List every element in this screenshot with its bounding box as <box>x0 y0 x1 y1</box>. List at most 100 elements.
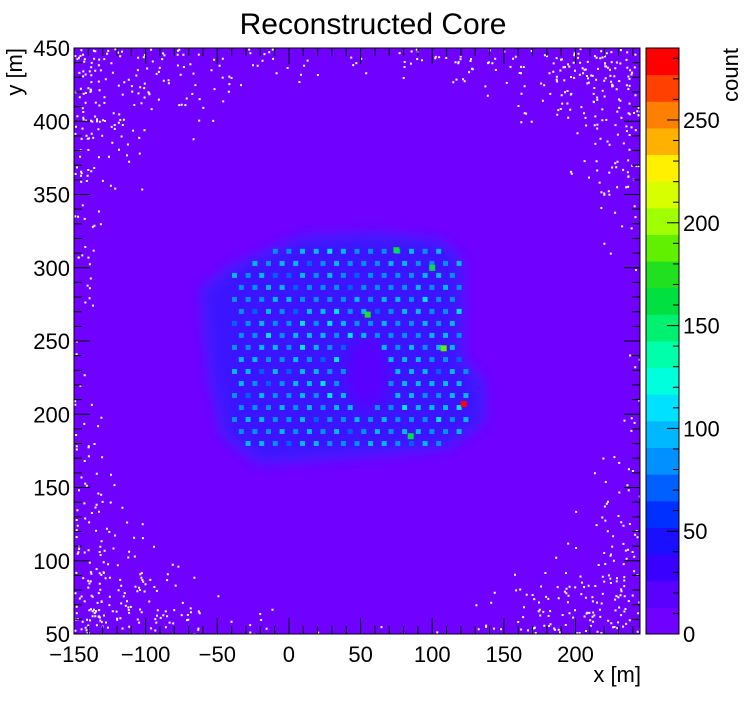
detector-spot <box>252 260 258 266</box>
detector-spot <box>313 369 319 374</box>
detector-spot <box>436 248 442 254</box>
y-tick-label: 400 <box>33 109 70 134</box>
y-tick-label: 150 <box>33 476 70 501</box>
y-tick-label: 300 <box>33 256 70 281</box>
detector-spot <box>395 320 401 326</box>
detector-spot <box>279 332 285 338</box>
detector-spot <box>422 344 428 350</box>
detector-spot <box>293 284 299 290</box>
detector-spot <box>327 272 333 278</box>
detector-spot <box>443 284 448 290</box>
detector-spot <box>395 441 401 446</box>
detector-spot <box>313 417 319 422</box>
colorbar-step <box>646 287 679 315</box>
detector-spot <box>429 357 435 362</box>
detector-spot <box>313 393 319 398</box>
detector-spot <box>429 405 435 410</box>
detector-spot <box>347 332 353 338</box>
detector-spot <box>306 284 312 290</box>
detector-spot <box>443 357 448 362</box>
detector-spot <box>374 429 380 434</box>
detector-spot <box>409 320 414 326</box>
detector-spot <box>388 260 394 266</box>
detector-spot <box>293 332 299 338</box>
detector-spot <box>327 417 333 422</box>
detector-spot <box>313 441 319 446</box>
detector-spot <box>456 357 462 362</box>
detector-spot <box>300 417 305 422</box>
detector-spot <box>320 332 326 338</box>
z-axis-label: count <box>718 48 743 102</box>
detector-spot <box>402 260 408 266</box>
detector-spot <box>409 344 414 350</box>
detector-spot <box>347 429 353 434</box>
detector-spot <box>429 332 435 338</box>
detector-spot <box>436 417 442 422</box>
detector-spot <box>286 441 292 446</box>
hotspot <box>440 345 447 352</box>
detector-spot <box>449 344 455 350</box>
detector-spot <box>354 320 360 326</box>
detector-spot <box>374 260 380 266</box>
detector-spot <box>422 417 428 422</box>
detector-spot <box>374 332 380 338</box>
detector-spot <box>443 332 448 338</box>
y-tick-label: 350 <box>33 183 70 208</box>
detector-spot <box>436 272 442 278</box>
detector-spot <box>327 441 333 446</box>
detector-spot <box>436 320 442 326</box>
detector-spot <box>388 357 394 362</box>
detector-spot <box>381 248 387 254</box>
detector-spot <box>259 441 265 446</box>
colorbar: 0 50 100 150 200 250 <box>645 47 720 647</box>
detector-spot <box>402 332 408 338</box>
detector-spot <box>334 357 340 362</box>
detector-spot <box>443 308 448 314</box>
detector-spot <box>266 332 271 338</box>
detector-spot <box>409 272 414 278</box>
x-tick-label: −100 <box>121 642 171 667</box>
detector-spot <box>409 248 414 254</box>
detector-spot <box>361 429 367 434</box>
detector-spot <box>395 417 401 422</box>
y-tick-label: 200 <box>33 402 70 427</box>
detector-spot <box>272 369 278 374</box>
colorbar-step <box>646 154 679 182</box>
detector-spot <box>395 369 401 374</box>
x-tick-label: 50 <box>348 642 372 667</box>
detector-spot <box>429 381 435 386</box>
detector-spot <box>402 429 408 434</box>
detector-spot <box>300 272 305 278</box>
detector-spot <box>286 344 292 350</box>
detector-spot <box>272 320 278 326</box>
detector-spot <box>449 393 455 398</box>
detector-spot <box>334 308 340 314</box>
detector-gap <box>346 338 390 409</box>
detector-spot <box>252 429 258 434</box>
detector-spot <box>279 405 285 410</box>
detector-spot <box>456 405 462 410</box>
detector-spot <box>306 381 312 386</box>
detector-spot <box>266 284 271 290</box>
detector-spot <box>266 357 271 362</box>
detector-spot <box>286 369 292 374</box>
detector-spot <box>286 417 292 422</box>
detector-spot <box>320 357 326 362</box>
detector-spot <box>232 344 237 350</box>
detector-spot <box>354 272 360 278</box>
detector-spot <box>409 441 414 446</box>
detector-spot <box>286 296 292 302</box>
colorbar-step <box>646 101 679 129</box>
detector-spot <box>245 369 251 374</box>
detector-spot <box>334 260 340 266</box>
detector-spot <box>252 284 258 290</box>
x-tick-label: 200 <box>557 642 594 667</box>
detector-spot <box>245 296 251 302</box>
detector-spot <box>354 248 360 254</box>
colorbar-step <box>646 527 679 555</box>
detector-spot <box>381 417 387 422</box>
detector-spot <box>422 296 428 302</box>
detector-spot <box>238 357 244 362</box>
detector-spot <box>245 320 251 326</box>
detector-spot <box>306 429 312 434</box>
